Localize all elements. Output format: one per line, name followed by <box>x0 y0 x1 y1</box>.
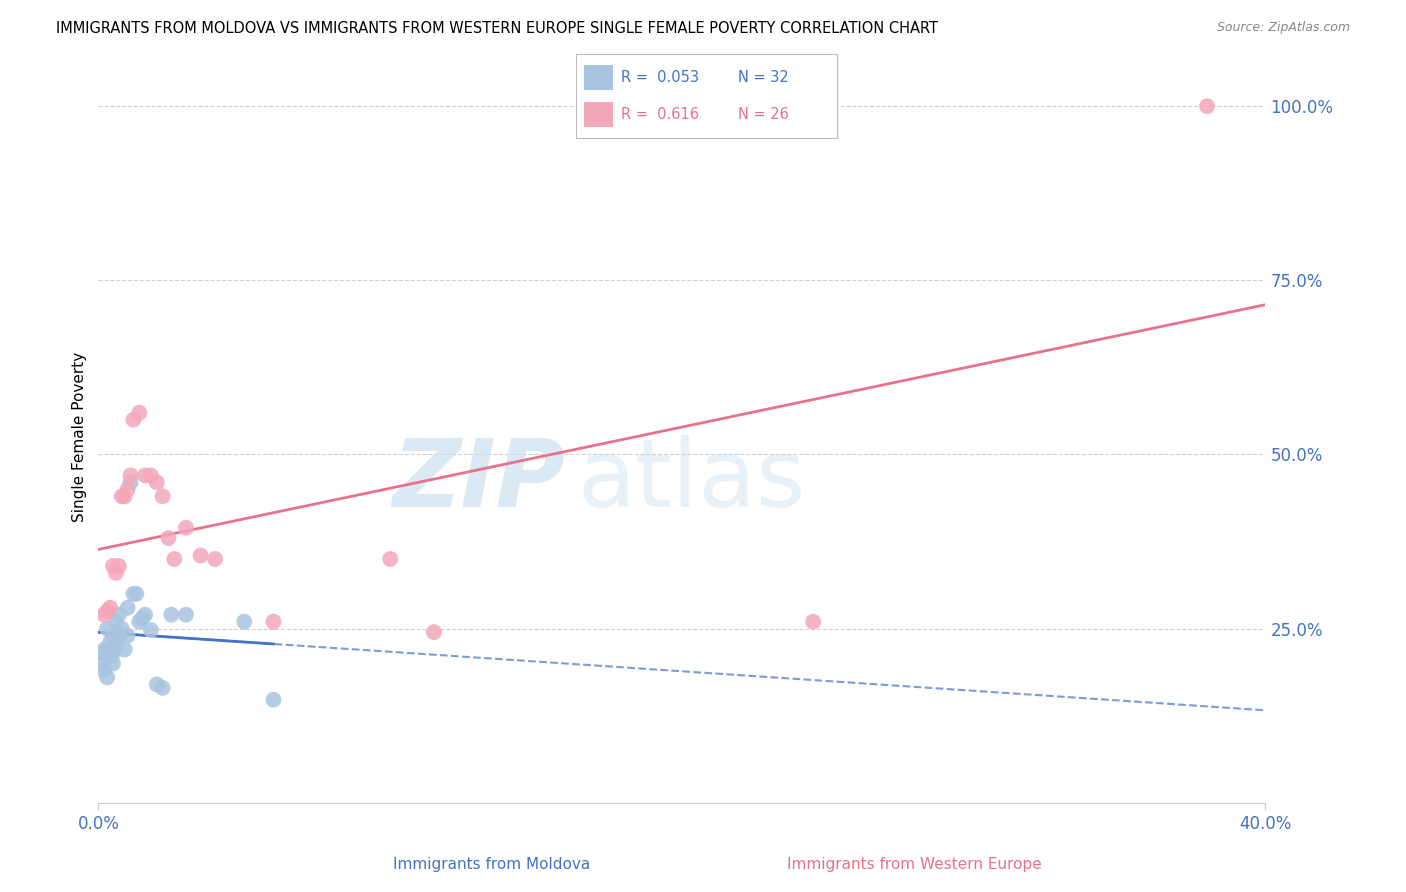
Point <box>146 475 169 490</box>
Point <box>98 649 121 664</box>
Text: Source: ZipAtlas.com: Source: ZipAtlas.com <box>1216 21 1350 35</box>
Text: R =  0.053: R = 0.053 <box>620 70 699 85</box>
Point <box>128 615 150 629</box>
Point <box>204 552 226 566</box>
Text: N = 26: N = 26 <box>738 107 789 122</box>
Point <box>122 412 145 426</box>
Point <box>134 607 156 622</box>
Bar <box>585 102 613 128</box>
Point <box>131 611 153 625</box>
Point <box>108 629 131 643</box>
Bar <box>585 64 613 90</box>
Point <box>93 642 115 657</box>
Point <box>117 483 139 497</box>
Point <box>190 549 212 563</box>
Point <box>163 552 186 566</box>
Point <box>1195 99 1218 113</box>
Text: R =  0.616: R = 0.616 <box>620 107 699 122</box>
Point <box>174 607 197 622</box>
Point <box>160 607 183 622</box>
Point <box>262 615 284 629</box>
Point <box>128 406 150 420</box>
Point <box>152 681 174 695</box>
Point <box>101 646 124 660</box>
Point <box>174 521 197 535</box>
Text: ZIP: ZIP <box>392 435 565 527</box>
Point <box>111 489 134 503</box>
Point <box>114 489 136 503</box>
Point <box>93 664 115 678</box>
Y-axis label: Single Female Poverty: Single Female Poverty <box>72 352 87 522</box>
Point <box>104 639 127 653</box>
Point <box>114 642 136 657</box>
Point <box>423 625 446 640</box>
Point <box>101 629 124 643</box>
Point <box>104 566 127 580</box>
Point <box>90 657 112 671</box>
Point <box>233 615 256 629</box>
Point <box>152 489 174 503</box>
Point <box>139 468 162 483</box>
Text: N = 32: N = 32 <box>738 70 789 85</box>
Point <box>146 677 169 691</box>
Point <box>98 600 121 615</box>
Point <box>108 607 131 622</box>
Point <box>117 629 139 643</box>
Text: atlas: atlas <box>576 435 806 527</box>
Point <box>96 622 118 636</box>
Point <box>104 615 127 629</box>
Point <box>101 558 124 573</box>
Text: Immigrants from Moldova: Immigrants from Moldova <box>394 857 591 872</box>
Point <box>134 468 156 483</box>
Point <box>111 622 134 636</box>
Point <box>101 657 124 671</box>
Point <box>93 607 115 622</box>
Point <box>157 531 180 545</box>
Point <box>117 600 139 615</box>
Point <box>122 587 145 601</box>
Text: IMMIGRANTS FROM MOLDOVA VS IMMIGRANTS FROM WESTERN EUROPE SINGLE FEMALE POVERTY : IMMIGRANTS FROM MOLDOVA VS IMMIGRANTS FR… <box>56 21 938 37</box>
Point <box>90 646 112 660</box>
Point <box>120 475 142 490</box>
Text: Immigrants from Western Europe: Immigrants from Western Europe <box>786 857 1042 872</box>
Point <box>378 552 402 566</box>
Point <box>96 604 118 618</box>
Point <box>120 468 142 483</box>
Point <box>125 587 148 601</box>
Point <box>801 615 824 629</box>
Point <box>262 692 284 706</box>
Point <box>139 623 162 637</box>
Point <box>98 635 121 649</box>
Point <box>108 558 131 573</box>
Point <box>96 670 118 684</box>
